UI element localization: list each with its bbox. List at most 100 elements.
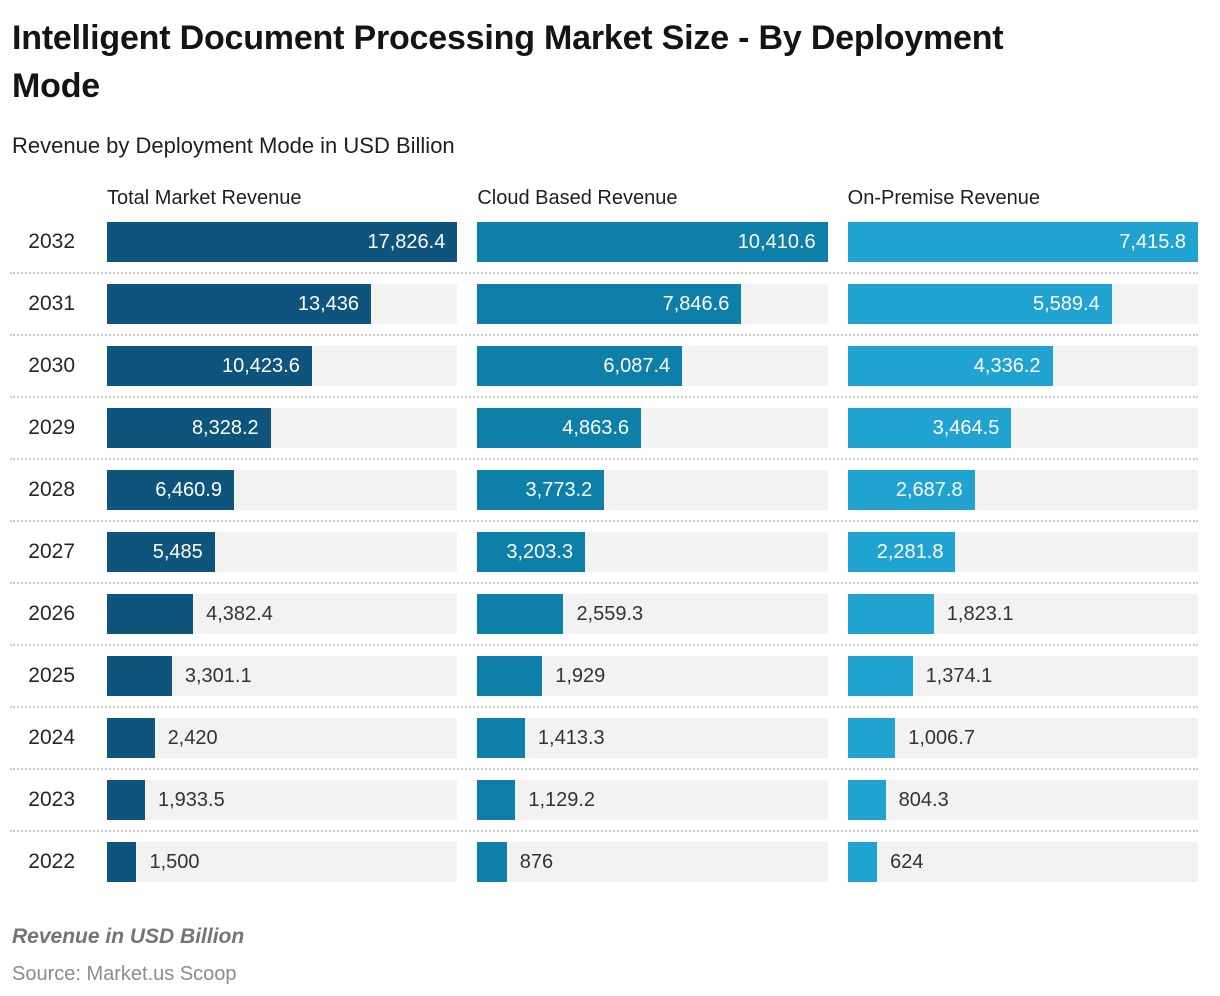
bar-track: 2,559.3 — [477, 594, 828, 634]
bar-value-label: 1,006.7 — [908, 727, 975, 749]
chart-subtitle: Revenue by Deployment Mode in USD Billio… — [12, 133, 455, 158]
bar-track: 1,006.7 — [847, 718, 1198, 758]
bar-track: 1,933.5 — [107, 780, 458, 820]
bar-value-label: 13,436 — [297, 293, 360, 315]
bar — [477, 594, 564, 634]
bar: 13,436 — [107, 284, 372, 324]
row-separator — [10, 768, 1198, 770]
year-label: 2031 — [28, 292, 75, 315]
bar-value-label: 6,087.4 — [603, 355, 671, 377]
bar-value-label: 5,589.4 — [1032, 293, 1100, 315]
bar-track: 3,464.5 — [847, 408, 1198, 448]
row-separator — [10, 830, 1198, 832]
chart-row: 2024 2,420 1,413.3 1,006.7 — [0, 718, 1198, 758]
chart-row: 2031 13,436 7,846.6 5,589.4 — [0, 284, 1198, 324]
bar-value-label: 1,929 — [555, 665, 606, 687]
bar: 3,203.3 — [477, 532, 586, 572]
bar — [847, 780, 886, 820]
year-label: 2023 — [28, 788, 75, 811]
bar — [847, 718, 896, 758]
bar-value-label: 3,203.3 — [506, 541, 574, 563]
chart-row: 2028 6,460.9 3,773.2 2,687.8 — [0, 470, 1198, 510]
bar-value-label: 876 — [519, 851, 554, 873]
bar: 5,485 — [107, 532, 215, 572]
bar-track: 10,423.6 — [107, 346, 458, 386]
bar-track: 17,826.4 — [107, 222, 458, 262]
chart-row: 2027 5,485 3,203.3 2,281.8 — [0, 532, 1198, 572]
bar — [477, 780, 516, 820]
bar — [107, 780, 145, 820]
year-label: 2032 — [28, 230, 75, 253]
bar-track: 4,336.2 — [847, 346, 1198, 386]
bar-track: 2,687.8 — [847, 470, 1198, 510]
source-credit: Source: Market.us Scoop — [12, 963, 237, 985]
bar-track: 13,436 — [107, 284, 458, 324]
bar-value-label: 1,500 — [149, 851, 200, 873]
bar-track: 1,374.1 — [847, 656, 1198, 696]
bar-track: 3,773.2 — [477, 470, 828, 510]
chart-row: 2022 1,500 876 624 — [0, 842, 1198, 882]
bar-value-label: 10,410.6 — [737, 231, 816, 253]
bar: 5,589.4 — [847, 284, 1112, 324]
year-label: 2022 — [28, 850, 75, 873]
bar-value-label: 1,374.1 — [925, 665, 993, 687]
row-separator — [10, 458, 1198, 460]
column-header-cloud: Cloud Based Revenue — [477, 187, 678, 209]
year-label: 2026 — [28, 602, 75, 625]
bar-value-label: 2,687.8 — [895, 479, 963, 501]
year-label: 2030 — [28, 354, 75, 377]
bar: 2,687.8 — [847, 470, 975, 510]
bar — [477, 656, 543, 696]
bar: 3,464.5 — [847, 408, 1012, 448]
chart-row: 2030 10,423.6 6,087.4 4,336.2 — [0, 346, 1198, 386]
bar-track: 1,413.3 — [477, 718, 828, 758]
year-label: 2025 — [28, 664, 75, 687]
chart-row: 2023 1,933.5 1,129.2 804.3 — [0, 780, 1198, 820]
bar-track: 4,382.4 — [107, 594, 458, 634]
bar: 17,826.4 — [107, 222, 458, 262]
bar-track: 1,929 — [477, 656, 828, 696]
row-separator — [10, 644, 1198, 646]
column-headers: Total Market Revenue Cloud Based Revenue… — [0, 187, 1198, 210]
bar-value-label: 2,559.3 — [576, 603, 644, 625]
bar — [847, 594, 934, 634]
bar: 10,423.6 — [107, 346, 312, 386]
bar-value-label: 1,933.5 — [158, 789, 225, 811]
bar-value-label: 1,823.1 — [946, 603, 1014, 625]
bar-track: 6,460.9 — [107, 470, 458, 510]
chart-rows: 2032 17,826.4 10,410.6 7,415.8 2031 13,436 7,8… — [0, 222, 1198, 882]
bar-track: 876 — [477, 842, 828, 882]
bar-track: 3,203.3 — [477, 532, 828, 572]
bar-value-label: 3,773.2 — [525, 479, 593, 501]
bar-track: 6,087.4 — [477, 346, 828, 386]
bar-value-label: 5,485 — [152, 541, 203, 563]
bar: 2,281.8 — [847, 532, 956, 572]
page-title: Intelligent Document Processing Market S… — [12, 19, 1004, 105]
bar-track: 804.3 — [847, 780, 1198, 820]
row-separator — [10, 706, 1198, 708]
bar-value-label: 10,423.6 — [221, 355, 300, 377]
bar: 6,460.9 — [107, 470, 234, 510]
row-separator — [10, 334, 1198, 336]
bar: 3,773.2 — [477, 470, 605, 510]
bar-track: 8,328.2 — [107, 408, 458, 448]
bar-track: 5,589.4 — [847, 284, 1198, 324]
bar-track: 2,420 — [107, 718, 458, 758]
row-separator — [10, 520, 1198, 522]
bar-track: 10,410.6 — [477, 222, 828, 262]
bar-value-label: 2,420 — [167, 727, 218, 749]
bar: 4,336.2 — [847, 346, 1053, 386]
bar — [107, 594, 194, 634]
bar-track: 7,415.8 — [847, 222, 1198, 262]
year-label: 2024 — [28, 726, 75, 749]
chart-row: 2029 8,328.2 4,863.6 3,464.5 — [0, 408, 1198, 448]
bar-value-label: 2,281.8 — [876, 541, 944, 563]
bar-track: 4,863.6 — [477, 408, 828, 448]
year-label: 2028 — [28, 478, 75, 501]
bar: 10,410.6 — [477, 222, 828, 262]
bar-value-label: 4,863.6 — [562, 417, 629, 439]
year-label: 2029 — [28, 416, 75, 439]
chart-row: 2025 3,301.1 1,929 1,374.1 — [0, 656, 1198, 696]
bar-value-label: 1,413.3 — [537, 727, 605, 749]
bar-value-label: 8,328.2 — [191, 417, 259, 439]
